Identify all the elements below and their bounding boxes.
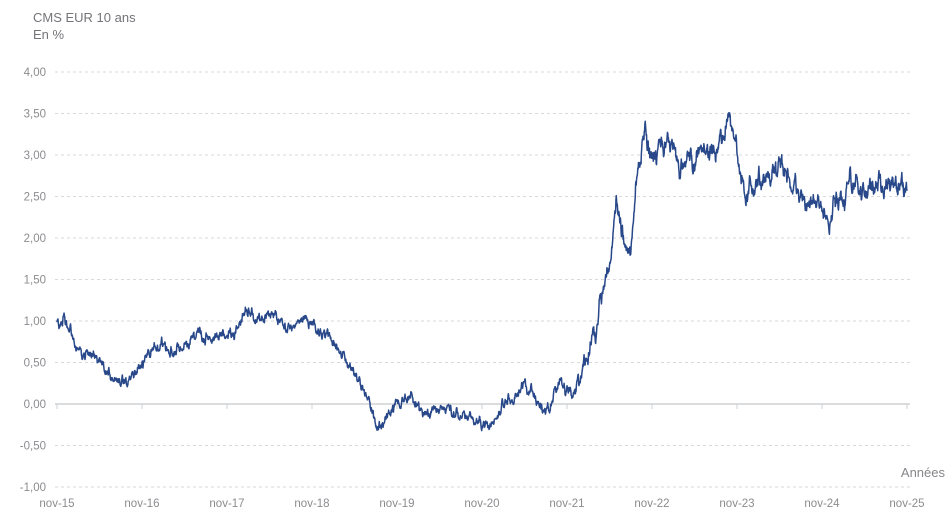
x-tick-label: nov-15 xyxy=(39,498,74,510)
y-tick-label: 2,00 xyxy=(24,233,46,245)
series-layer xyxy=(56,112,908,432)
chart-unit-label: En % xyxy=(33,27,65,42)
x-tick-label: nov-23 xyxy=(719,498,754,510)
y-tick-label: 1,00 xyxy=(24,316,46,328)
x-tick-label: nov-20 xyxy=(464,498,499,510)
x-tick-label: nov-24 xyxy=(804,498,840,510)
y-tick-label: 3,00 xyxy=(24,150,46,162)
x-axis-title: Années xyxy=(901,465,946,480)
x-tick-label: nov-16 xyxy=(124,498,159,510)
chart-title: CMS EUR 10 ans xyxy=(33,10,136,25)
x-tick-label: nov-19 xyxy=(379,498,414,510)
data-series-line xyxy=(56,112,908,432)
x-tick-label: nov-17 xyxy=(209,498,244,510)
y-tick-label: 0,50 xyxy=(24,358,46,370)
y-tick-label: -1,00 xyxy=(20,482,46,494)
y-tick-label: 0,00 xyxy=(24,399,46,411)
x-tick-label: nov-21 xyxy=(549,498,584,510)
grid-layer: 4,00 3,50 3,00 2,50 2,00 1,50 1,00 0,50 0,00 -0,5… xyxy=(20,67,925,510)
x-tick-label: nov-25 xyxy=(889,498,924,510)
y-tick-label: 1,50 xyxy=(24,275,46,287)
x-tick-label: nov-18 xyxy=(294,498,329,510)
x-tick-label: nov-22 xyxy=(634,498,669,510)
y-tick-label: -0,50 xyxy=(20,441,46,453)
y-tick-label: 3,50 xyxy=(24,109,46,121)
y-tick-label: 4,00 xyxy=(24,67,46,79)
y-tick-label: 2,50 xyxy=(24,192,46,204)
